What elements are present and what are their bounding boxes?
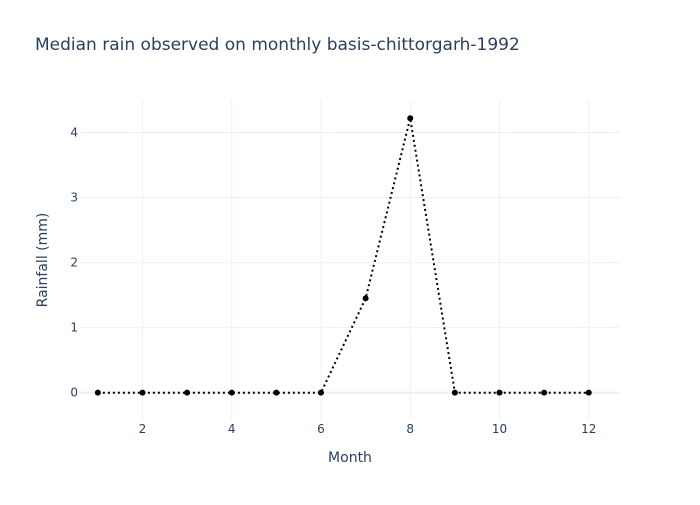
chart-title: Median rain observed on monthly basis-ch… xyxy=(35,35,520,55)
data-point xyxy=(407,115,414,122)
y-tick-label: 3 xyxy=(70,191,78,205)
x-tick-label: 2 xyxy=(139,422,147,436)
y-tick-label: 4 xyxy=(70,126,78,140)
x-tick-label: 4 xyxy=(228,422,236,436)
x-tick-label: 10 xyxy=(492,422,507,436)
y-tick-label: 2 xyxy=(70,256,78,270)
data-point xyxy=(585,389,592,396)
data-point xyxy=(184,389,191,396)
data-point xyxy=(496,389,503,396)
data-point xyxy=(139,389,146,396)
data-point xyxy=(228,389,235,396)
data-point xyxy=(273,389,280,396)
y-axis-title: Rainfall (mm) xyxy=(35,213,51,308)
x-tick-label: 6 xyxy=(317,422,325,436)
data-point xyxy=(317,389,324,396)
y-tick-label: 0 xyxy=(70,386,78,400)
data-point xyxy=(362,295,369,302)
data-point xyxy=(541,389,548,396)
data-point xyxy=(94,389,101,396)
data-point xyxy=(451,389,458,396)
y-tick-label: 1 xyxy=(70,321,78,335)
x-axis-title: Month xyxy=(328,450,372,466)
series-line xyxy=(97,117,589,394)
x-tick-label: 12 xyxy=(581,422,596,436)
series-layer xyxy=(94,115,592,396)
x-tick-label: 8 xyxy=(406,422,414,436)
